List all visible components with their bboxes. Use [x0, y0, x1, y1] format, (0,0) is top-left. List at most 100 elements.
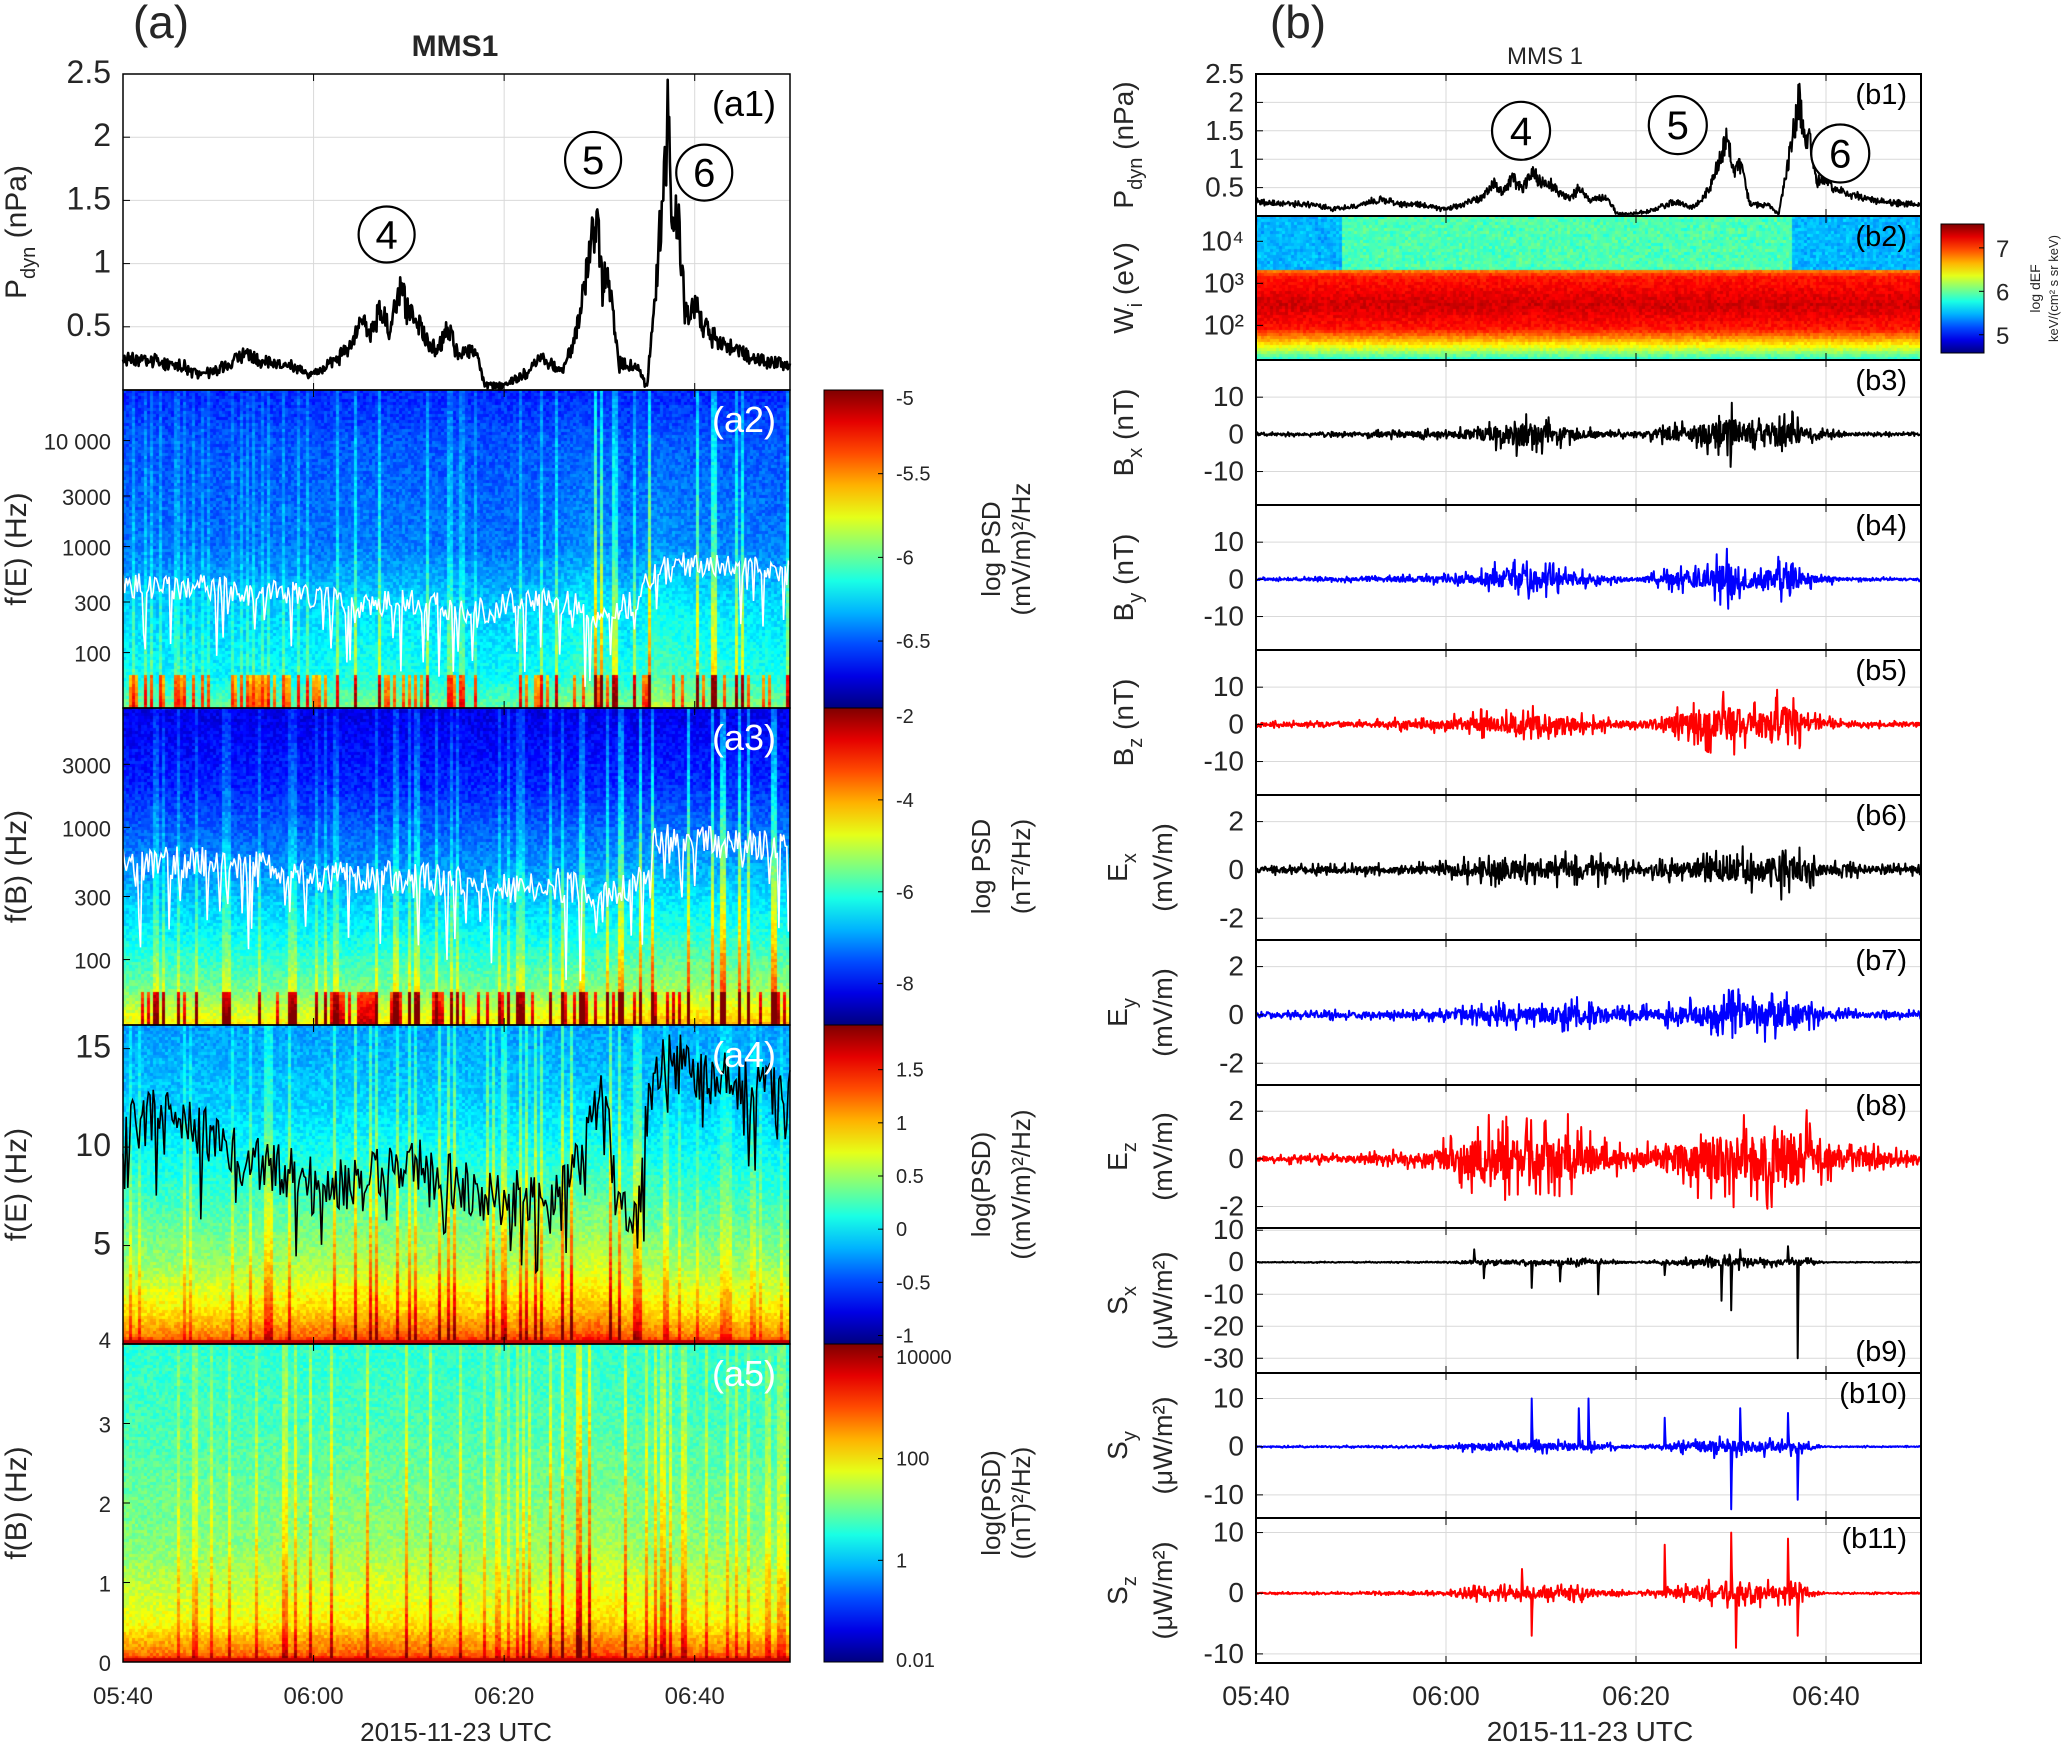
panel-a4: 1.5 1 0.5 0 -0.5 -1 log(PSD) ((mV/m)²/Hz) 5 10 15 f…	[0, 1024, 1036, 1347]
y-axis-label-b2: Wi (eV)	[1108, 242, 1147, 334]
axes-frame-a3	[122, 707, 791, 1026]
colorbar-tick-label: 1.5	[896, 1060, 924, 1082]
y-tick-label: 10	[1213, 1214, 1244, 1245]
colorbar-tick-label: -6	[896, 882, 914, 904]
colorbar-tick-label: 1	[896, 1550, 907, 1572]
y-axis-label-a2: f(E) (Hz)	[0, 492, 33, 605]
colorbar-tick-label: 0.5	[896, 1166, 924, 1188]
y-axis-unit-b8: (mV/m)	[1148, 1112, 1178, 1200]
overlay-line-a2	[122, 552, 791, 687]
y-label-sub: y	[1119, 998, 1141, 1008]
axes-frame-b2	[1255, 215, 1922, 361]
colorbar-tick-label: -5	[896, 388, 914, 410]
colorbar-tick-label: -8	[896, 974, 914, 996]
y-axis-label-b4: By (nT)	[1108, 534, 1147, 622]
panel-label-b1: (b1)	[1855, 79, 1907, 111]
spectrogram-a3	[123, 708, 790, 1025]
y-axis-label-b8: Ez	[1102, 1142, 1141, 1171]
y-label-sub: z	[1119, 1142, 1141, 1152]
y-axis-label-b6: Ex	[1102, 853, 1141, 882]
y-label-sub: x	[1119, 853, 1141, 863]
y-tick-label: -10	[1204, 601, 1244, 632]
y-tick-label: 5	[93, 1226, 111, 1262]
y-tick-label: -2	[1219, 1047, 1244, 1078]
x-tick-label: 05:40	[1222, 1681, 1290, 1711]
y-label-unit: (eV)	[1108, 242, 1139, 303]
overlay-line-a3	[122, 824, 791, 982]
y-tick-label: 0	[1228, 418, 1244, 449]
y-label-main: f(E) (Hz)	[0, 492, 33, 605]
y-tick-label: 100	[74, 642, 111, 667]
colorbar-unit-a3: (nT²/Hz)	[1006, 819, 1036, 914]
x-tick-label: 06:40	[665, 1683, 725, 1710]
y-label-sub: x	[1125, 448, 1147, 458]
spectrogram-a5	[123, 1344, 790, 1662]
y-tick-label: 2	[1228, 86, 1244, 117]
y-tick-label: 4	[99, 1328, 111, 1353]
spectrogram-a2	[123, 390, 790, 708]
panel-label-b8: (b8)	[1855, 1090, 1907, 1122]
colorbar-tick-label: 0.01	[896, 1650, 935, 1672]
series-line-b10	[1255, 1397, 1922, 1511]
colorbar-tick-label: 1	[896, 1113, 907, 1135]
panel-b4: -10 0 10 By (nT) (b4)	[1108, 504, 1922, 651]
y-label-main: B	[1108, 603, 1139, 622]
panel-b3: -10 0 10 Bx (nT) (b3)	[1108, 359, 1922, 506]
y-axis-unit-b9: (μW/m²)	[1148, 1251, 1178, 1349]
y-tick-label: 2	[1228, 951, 1244, 982]
y-tick-label: 10	[1213, 1383, 1244, 1414]
colorbar-tick-label: 7	[1996, 236, 2009, 263]
spectrogram-b2	[1256, 216, 1921, 360]
y-label-unit: (nPa)	[0, 165, 33, 247]
y-axis-label-a4: f(E) (Hz)	[0, 1128, 33, 1241]
event-marker-label: 5	[582, 139, 604, 183]
event-marker-6: 6	[1810, 123, 1871, 184]
y-tick-label: 2	[93, 117, 111, 153]
panel-b5: -10 0 10 Bz (nT) (b5)	[1108, 649, 1922, 796]
panel-label-b2: (b2)	[1855, 221, 1907, 253]
figure-label-b: (b)	[1270, 0, 1326, 48]
y-label-main: f(B) (Hz)	[0, 810, 33, 923]
y-tick-label: -10	[1204, 1278, 1244, 1309]
figure-label-a: (a)	[133, 0, 189, 48]
colorbar-unit-b2: keV/(cm² s sr keV)	[2046, 235, 2061, 342]
panel-label-a4: (a4)	[712, 1034, 776, 1075]
event-marker-label: 6	[1829, 133, 1851, 177]
y-tick-label: 0	[1228, 563, 1244, 594]
series-line-b9	[1255, 1245, 1922, 1360]
y-label-main: P	[1108, 190, 1139, 209]
panel-a5: 10000 100 1 0.01 log(PSD) ((nT)²/Hz) 0 1 2 3 4 f(B)…	[0, 1328, 1036, 1710]
y-tick-label: -20	[1204, 1310, 1244, 1341]
y-label-sub: y	[1125, 593, 1147, 603]
y-tick-label: 0	[1228, 1246, 1244, 1277]
series-line-b5	[1255, 688, 1922, 756]
y-axis-label-b7: Ey	[1102, 998, 1141, 1027]
y-label-unit: (nT)	[1108, 534, 1139, 593]
colorbar-tick-label: -6.5	[896, 631, 930, 653]
y-axis-label-a3: f(B) (Hz)	[0, 810, 33, 923]
y-axis-unit-b7: (mV/m)	[1148, 968, 1178, 1056]
panel-label-b4: (b4)	[1855, 510, 1907, 542]
event-marker-label: 5	[1667, 104, 1689, 148]
colorbar-unit-a4: ((mV/m)²/Hz)	[1006, 1109, 1036, 1259]
axes-frame-a2	[122, 389, 791, 709]
y-tick-label: 1	[99, 1572, 111, 1597]
y-label-main: E	[1102, 1008, 1133, 1027]
y-tick-label: 10	[75, 1127, 111, 1163]
y-tick-label: 10 000	[44, 430, 111, 455]
colorbar-tick-label: 5	[1996, 323, 2009, 350]
y-axis-label-b5: Bz (nT)	[1108, 679, 1147, 767]
colorbar-unit-a2: (mV/m)²/Hz	[1006, 483, 1036, 616]
event-marker-label: 4	[1510, 110, 1532, 154]
y-tick-label: 0	[1228, 708, 1244, 739]
y-tick-label: 10	[1213, 671, 1244, 702]
xlabel-b: 2015-11-23 UTC	[1487, 1716, 1693, 1745]
y-label-main: f(B) (Hz)	[0, 1446, 33, 1559]
event-marker-label: 4	[375, 214, 397, 258]
x-tick-label: 06:40	[1792, 1681, 1860, 1711]
y-axis-label-a5: f(B) (Hz)	[0, 1446, 33, 1559]
colorbar-a5	[823, 1343, 884, 1663]
panel-label-b10: (b10)	[1839, 1378, 1907, 1410]
